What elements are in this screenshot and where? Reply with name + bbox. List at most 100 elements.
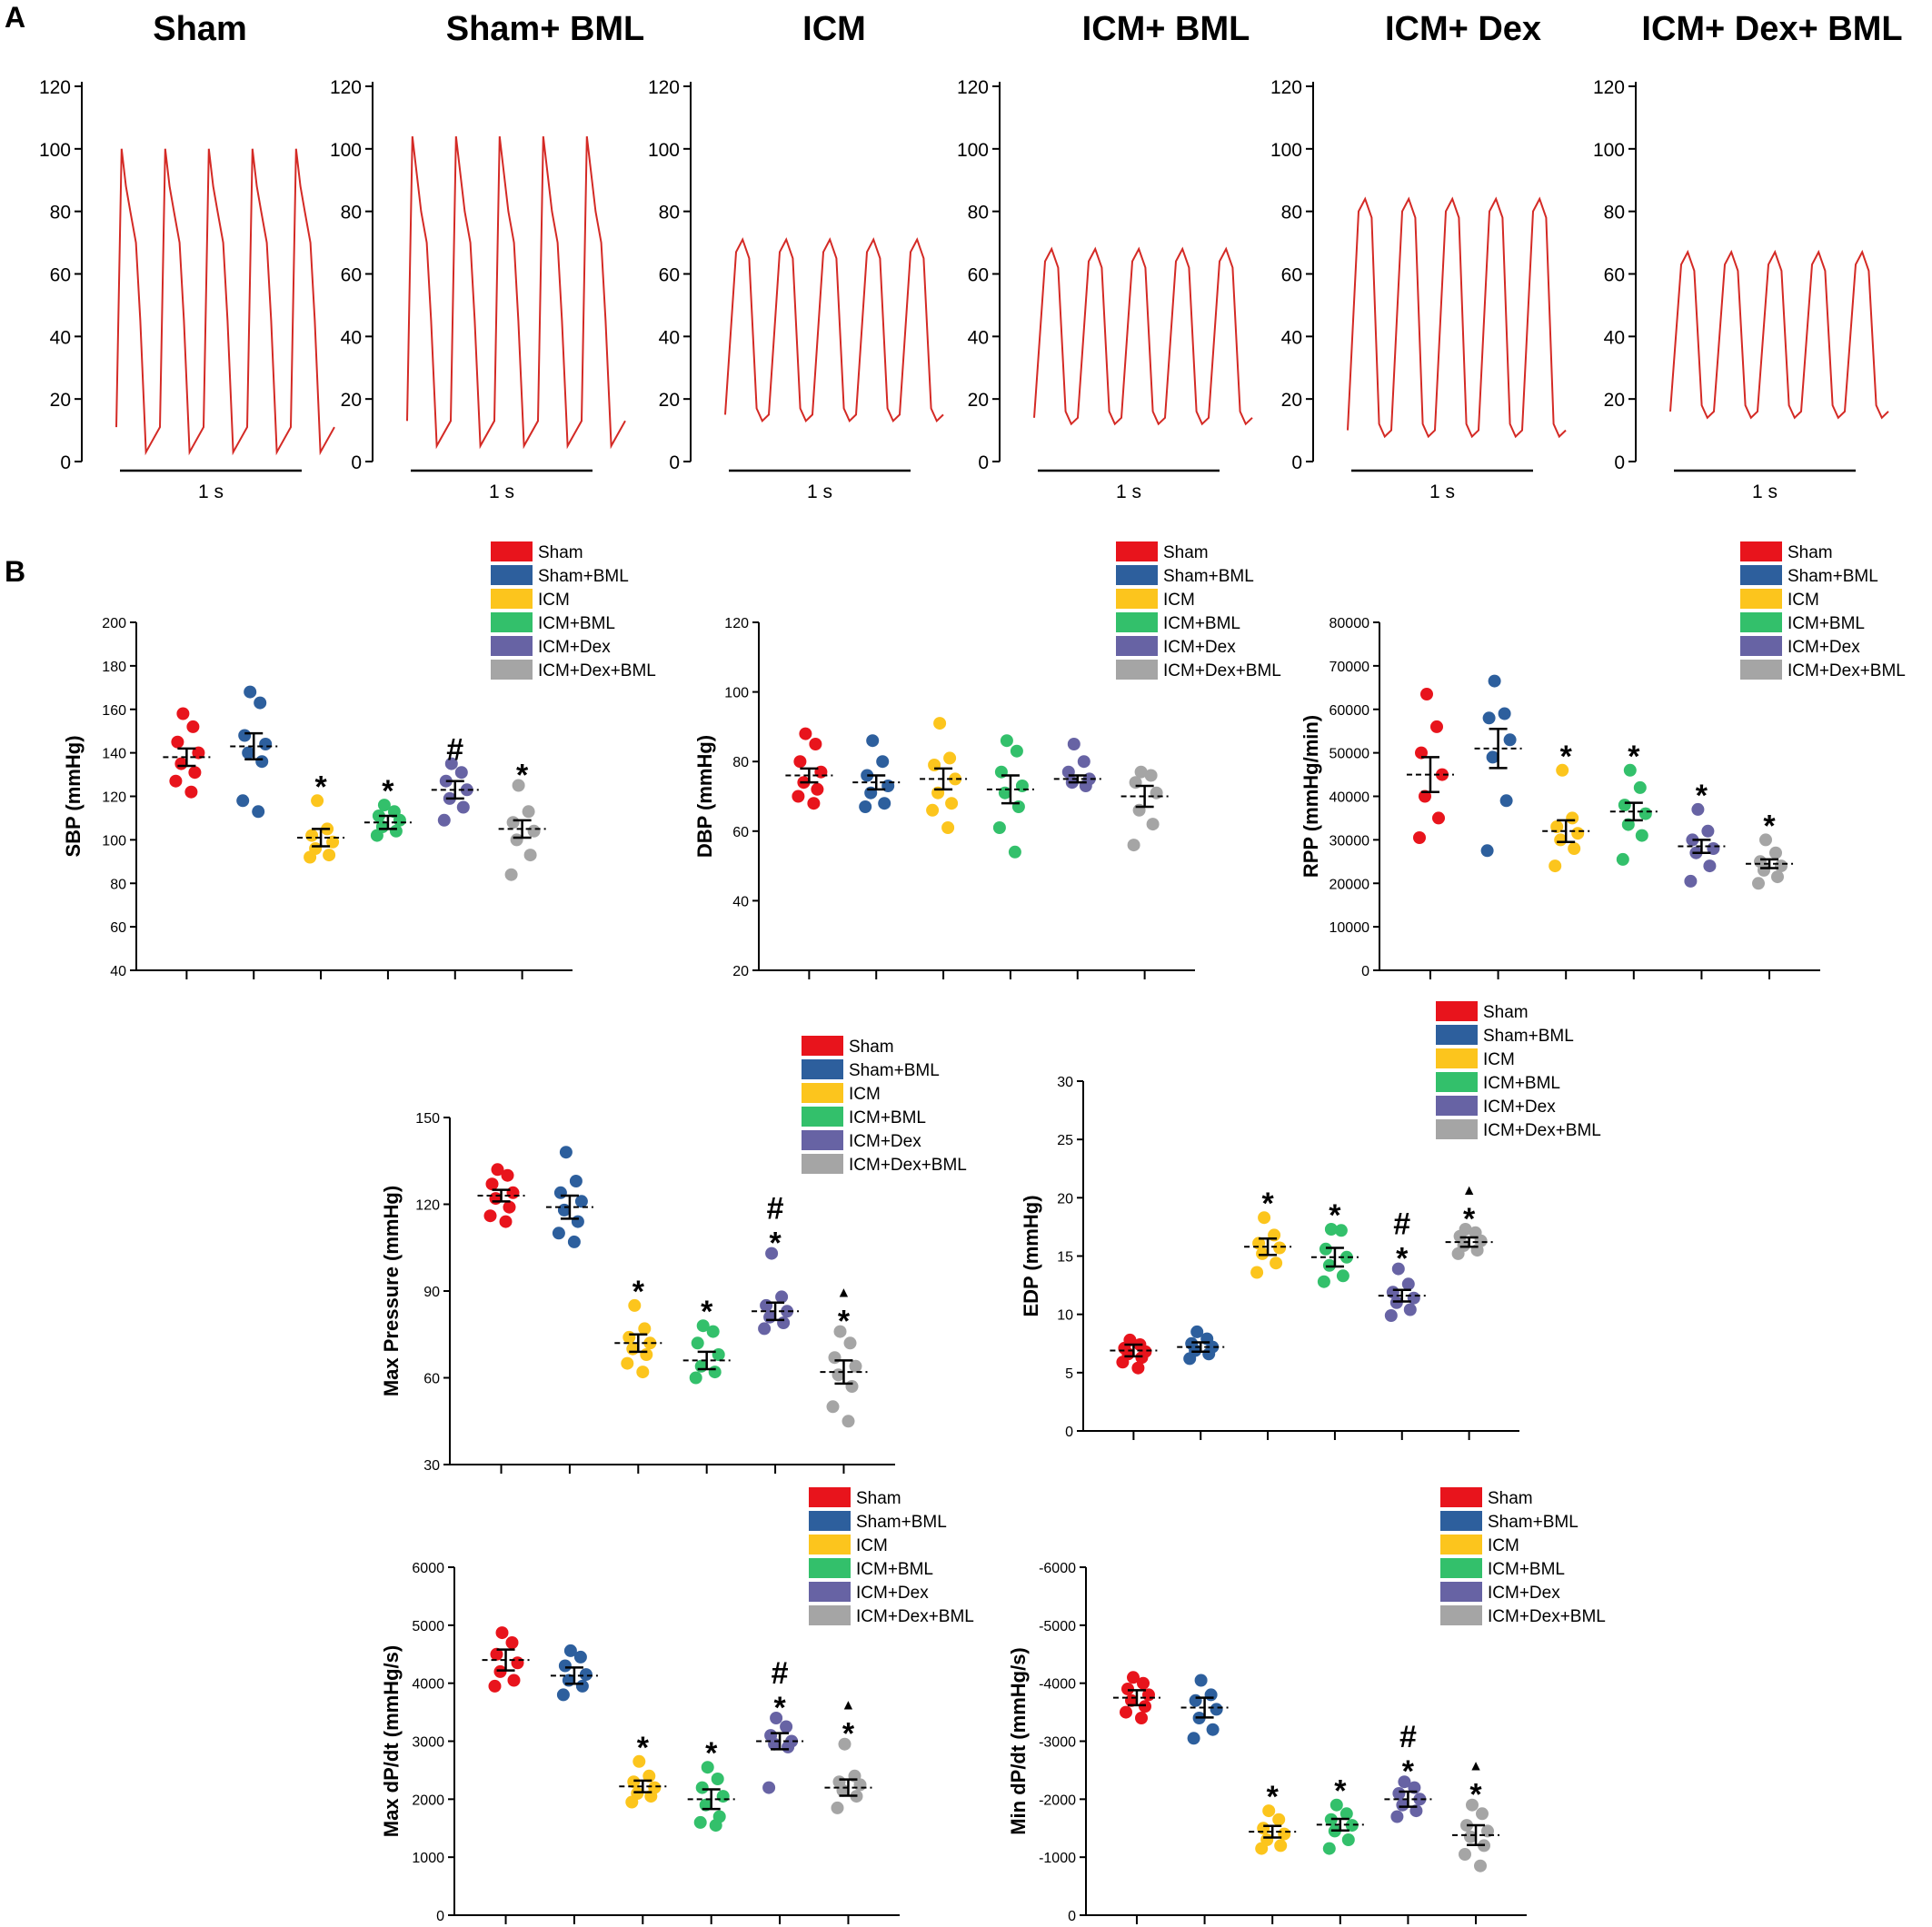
data-point — [1403, 1303, 1417, 1316]
data-point — [1476, 1807, 1489, 1821]
data-point — [843, 1336, 857, 1350]
data-point — [493, 1664, 507, 1678]
data-point — [782, 1740, 795, 1753]
data-point — [1137, 1676, 1150, 1690]
legend-swatch — [802, 1083, 843, 1103]
significance-marker: * — [1334, 1774, 1347, 1809]
data-point — [1430, 720, 1443, 733]
data-point — [809, 738, 822, 750]
y-tick-label: 60000 — [1329, 703, 1370, 719]
legend-swatch — [1440, 1605, 1482, 1625]
legend-swatch — [491, 589, 533, 609]
data-point — [1384, 1309, 1398, 1322]
y-tick-label: 30000 — [1329, 833, 1370, 849]
y-tick-label: 120 — [330, 77, 362, 98]
y-tick-label: 80 — [732, 755, 749, 770]
data-point — [1466, 1798, 1479, 1812]
legend-swatch — [802, 1107, 843, 1127]
y-tick-label: 120 — [724, 616, 749, 631]
y-tick-label: 80 — [659, 203, 680, 223]
data-point — [1116, 1356, 1130, 1369]
y-tick-label: 1000 — [412, 1851, 444, 1866]
data-point — [811, 782, 824, 796]
significance-marker: * — [382, 774, 394, 809]
data-point — [567, 1235, 581, 1248]
y-tick-label: 80 — [1604, 203, 1625, 223]
data-point — [1134, 765, 1148, 779]
data-point — [512, 779, 525, 792]
significance-marker: * — [842, 1717, 855, 1752]
data-point — [1257, 1822, 1270, 1835]
data-point — [252, 805, 265, 819]
data-point — [833, 1325, 847, 1338]
rpp-chart: 0 10000 20000 30000 40000 50000 60000 70000 8000… — [1300, 541, 1906, 979]
data-point — [711, 1773, 724, 1785]
data-point — [1322, 1842, 1336, 1855]
y-tick-label: 100 — [1593, 140, 1625, 161]
data-point — [556, 1688, 570, 1702]
significance-marker: # — [767, 1192, 784, 1227]
data-point — [1769, 846, 1782, 859]
data-point — [828, 1351, 842, 1365]
data-point — [575, 1679, 589, 1693]
data-point — [304, 850, 317, 864]
data-point — [770, 1712, 783, 1724]
y-tick-label: 15 — [1057, 1250, 1073, 1266]
y-axis-title: DBP (mmHg) — [693, 735, 716, 858]
data-point — [1420, 688, 1433, 700]
data-point — [169, 774, 183, 788]
data-point — [1436, 768, 1449, 781]
y-tick-label: 80 — [50, 203, 71, 223]
trace-icm-dex-bml: ICM+ Dex+ BML 0 20 40 60 80 100 120 1 s — [1593, 10, 1903, 502]
legend-label: Sham — [849, 1038, 894, 1057]
data-point — [558, 1659, 572, 1673]
data-point — [569, 1175, 583, 1187]
pressure-trace — [1033, 246, 1253, 426]
data-point — [188, 766, 202, 780]
data-point — [943, 751, 957, 765]
y-tick-label: 6000 — [412, 1561, 444, 1576]
legend-label: ICM — [538, 591, 570, 610]
legend-label: ICM — [856, 1536, 888, 1555]
data-point — [1334, 1224, 1348, 1237]
y-tick-label: 30 — [423, 1458, 440, 1474]
legend-swatch — [802, 1130, 843, 1150]
legend-label: Sham — [1788, 543, 1833, 562]
data-point — [505, 1636, 519, 1649]
legend-swatch — [1436, 1001, 1478, 1021]
y-tick-label: 40 — [1604, 327, 1625, 348]
data-point — [777, 1316, 791, 1329]
data-point — [559, 1146, 573, 1159]
data-point — [511, 1656, 524, 1670]
legend-swatch — [491, 660, 533, 680]
data-point — [236, 794, 250, 808]
data-point — [460, 783, 473, 797]
scale-bar-label: 1 s — [1752, 482, 1778, 502]
data-point — [838, 1737, 851, 1751]
data-point — [1150, 786, 1163, 800]
y-tick-label: 80000 — [1329, 616, 1370, 631]
data-point — [701, 1761, 714, 1774]
data-point — [377, 799, 391, 812]
data-point — [1210, 1703, 1223, 1716]
y-tick-label: -5000 — [1039, 1619, 1076, 1634]
y-tick-label: 180 — [102, 660, 126, 675]
y-tick-label: 200 — [102, 616, 126, 631]
data-point — [793, 755, 807, 769]
y-tick-label: 100 — [724, 686, 749, 701]
y-tick-label: 20 — [968, 390, 989, 411]
legend-label: ICM+BML — [1788, 614, 1865, 633]
y-tick-label: -3000 — [1039, 1735, 1076, 1751]
data-point — [1482, 711, 1496, 725]
y-tick-label: 40000 — [1329, 790, 1370, 806]
data-point — [696, 1319, 710, 1333]
pressure-trace — [1669, 249, 1889, 420]
y-tick-label: 0 — [60, 452, 71, 473]
data-point — [640, 1348, 653, 1361]
legend-swatch — [1740, 565, 1782, 585]
data-point — [507, 1674, 521, 1687]
y-tick-label: 40 — [50, 327, 71, 348]
data-point — [1146, 818, 1160, 831]
legend-label: Sham+BML — [538, 567, 629, 586]
